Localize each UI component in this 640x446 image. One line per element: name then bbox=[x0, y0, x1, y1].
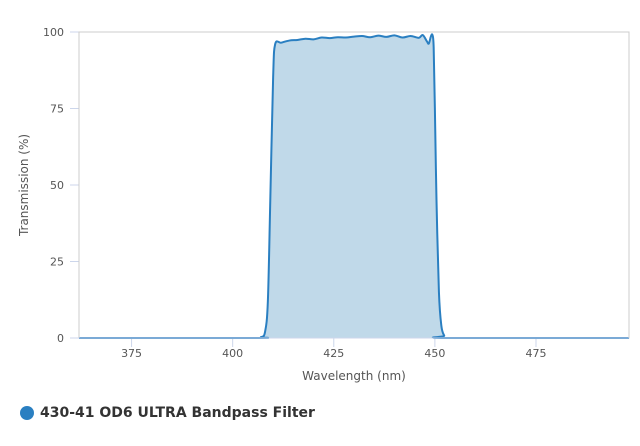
x-tick-label: 375 bbox=[121, 347, 142, 360]
series-area bbox=[79, 34, 629, 339]
y-tick-label: 75 bbox=[50, 103, 64, 116]
legend-item[interactable]: 430-41 OD6 ULTRA Bandpass Filter bbox=[20, 405, 315, 421]
series-line bbox=[78, 33, 629, 340]
x-tick-label: 450 bbox=[424, 347, 445, 360]
x-tick-label: 400 bbox=[222, 347, 243, 360]
y-tick-label: 50 bbox=[50, 179, 64, 192]
y-tick-label: 25 bbox=[50, 256, 64, 269]
y-tick-label: 100 bbox=[43, 26, 64, 39]
y-tick-label: 0 bbox=[57, 332, 64, 345]
x-axis-label: Wavelength (nm) bbox=[302, 369, 406, 383]
legend-label: 430-41 OD6 ULTRA Bandpass Filter bbox=[40, 405, 315, 421]
legend-marker-icon bbox=[20, 406, 34, 420]
transmission-chart: 0 25 50 75 100 375 400 425 450 475 Wavelength (n… bbox=[17, 26, 630, 383]
y-axis-label: Transmission (%) bbox=[17, 134, 31, 237]
x-tick-label: 475 bbox=[525, 347, 546, 360]
x-tick-label: 425 bbox=[323, 347, 344, 360]
